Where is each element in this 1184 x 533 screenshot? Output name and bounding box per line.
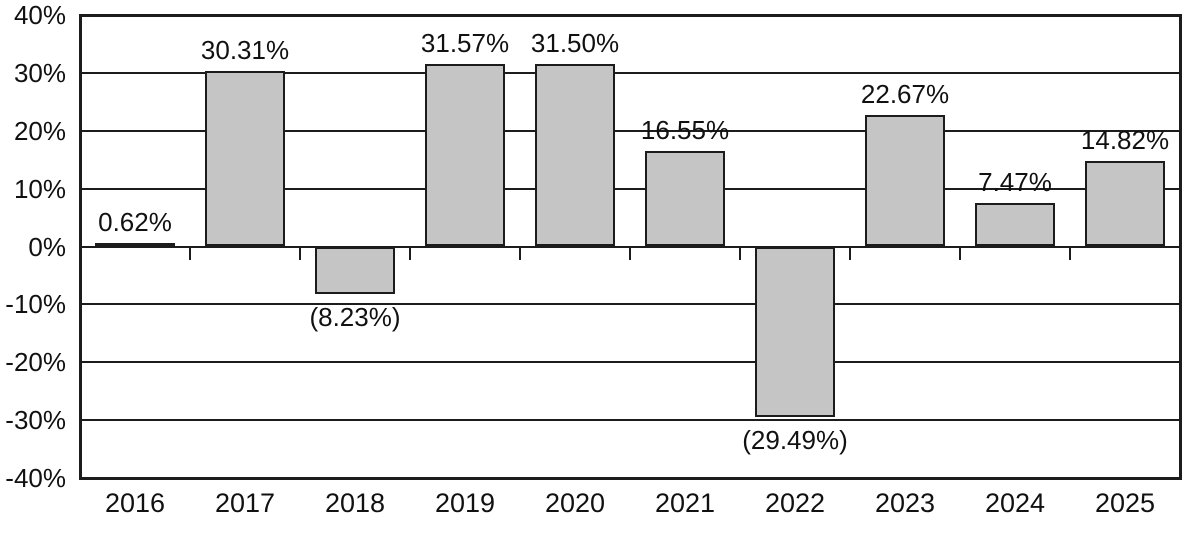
x-axis-tick: [959, 246, 961, 260]
y-tick-label: 30%: [13, 57, 66, 88]
y-tick-label: 40%: [13, 0, 66, 30]
bar-value-label: (29.49%): [742, 425, 848, 456]
x-axis-tick: [79, 246, 81, 260]
x-axis-tick: [629, 246, 631, 260]
x-axis-label-2019: 2019: [434, 488, 496, 518]
bar-2016: [95, 242, 175, 247]
bar-2023: [865, 115, 945, 247]
gridline--20: [80, 361, 1180, 364]
y-tick-label: -40%: [5, 463, 66, 493]
x-axis-tick: [409, 246, 411, 260]
x-axis-label-2016: 2016: [104, 488, 166, 518]
bar-value-label: 0.62%: [98, 206, 172, 237]
bar-2020: [535, 64, 615, 247]
bar-2018: [315, 246, 395, 295]
y-tick-label: 10%: [13, 173, 66, 204]
bar-value-label: 22.67%: [860, 79, 950, 110]
bar-2025: [1085, 160, 1165, 247]
bar-value-label: (8.23%): [309, 302, 401, 333]
x-axis-label-2025: 2025: [1094, 488, 1156, 518]
x-axis-label-2018: 2018: [324, 488, 386, 518]
x-axis-tick: [1179, 246, 1181, 260]
x-axis-tick: [1069, 246, 1071, 260]
y-tick-label: -30%: [5, 405, 66, 436]
bar-value-label: 7.47%: [978, 167, 1052, 198]
x-axis-tick: [189, 246, 191, 260]
bar-2022: [755, 246, 835, 418]
y-tick-label: -10%: [5, 289, 66, 320]
bar-2019: [425, 63, 505, 247]
x-axis-tick: [849, 246, 851, 260]
y-tick-label: 20%: [13, 115, 66, 146]
bar-value-label: 31.50%: [530, 28, 620, 59]
gridline--30: [80, 419, 1180, 422]
bar-value-label: 31.57%: [420, 27, 510, 58]
bar-2024: [975, 203, 1055, 247]
y-tick-label: -20%: [5, 347, 66, 378]
x-axis-label-2017: 2017: [214, 488, 276, 518]
x-axis-label-2022: 2022: [764, 488, 826, 518]
x-axis-label-2021: 2021: [654, 488, 716, 518]
gridline-30: [80, 71, 1180, 74]
bar-2021: [645, 150, 725, 247]
bar-value-label: 16.55%: [640, 114, 730, 145]
x-axis-tick: [739, 246, 741, 260]
x-axis-tick: [519, 246, 521, 260]
x-axis-label-2024: 2024: [984, 488, 1046, 518]
x-axis-label-2023: 2023: [874, 488, 936, 518]
gridline-20: [80, 129, 1180, 132]
x-axis-tick: [299, 246, 301, 260]
y-tick-label: 0%: [28, 231, 66, 262]
x-axis-label-2020: 2020: [544, 488, 606, 518]
bar-value-label: 30.31%: [200, 35, 290, 66]
gridline-10: [80, 187, 1180, 190]
bar-value-label: 14.82%: [1080, 124, 1170, 155]
gridline--10: [80, 303, 1180, 306]
bar-2017: [205, 71, 285, 247]
